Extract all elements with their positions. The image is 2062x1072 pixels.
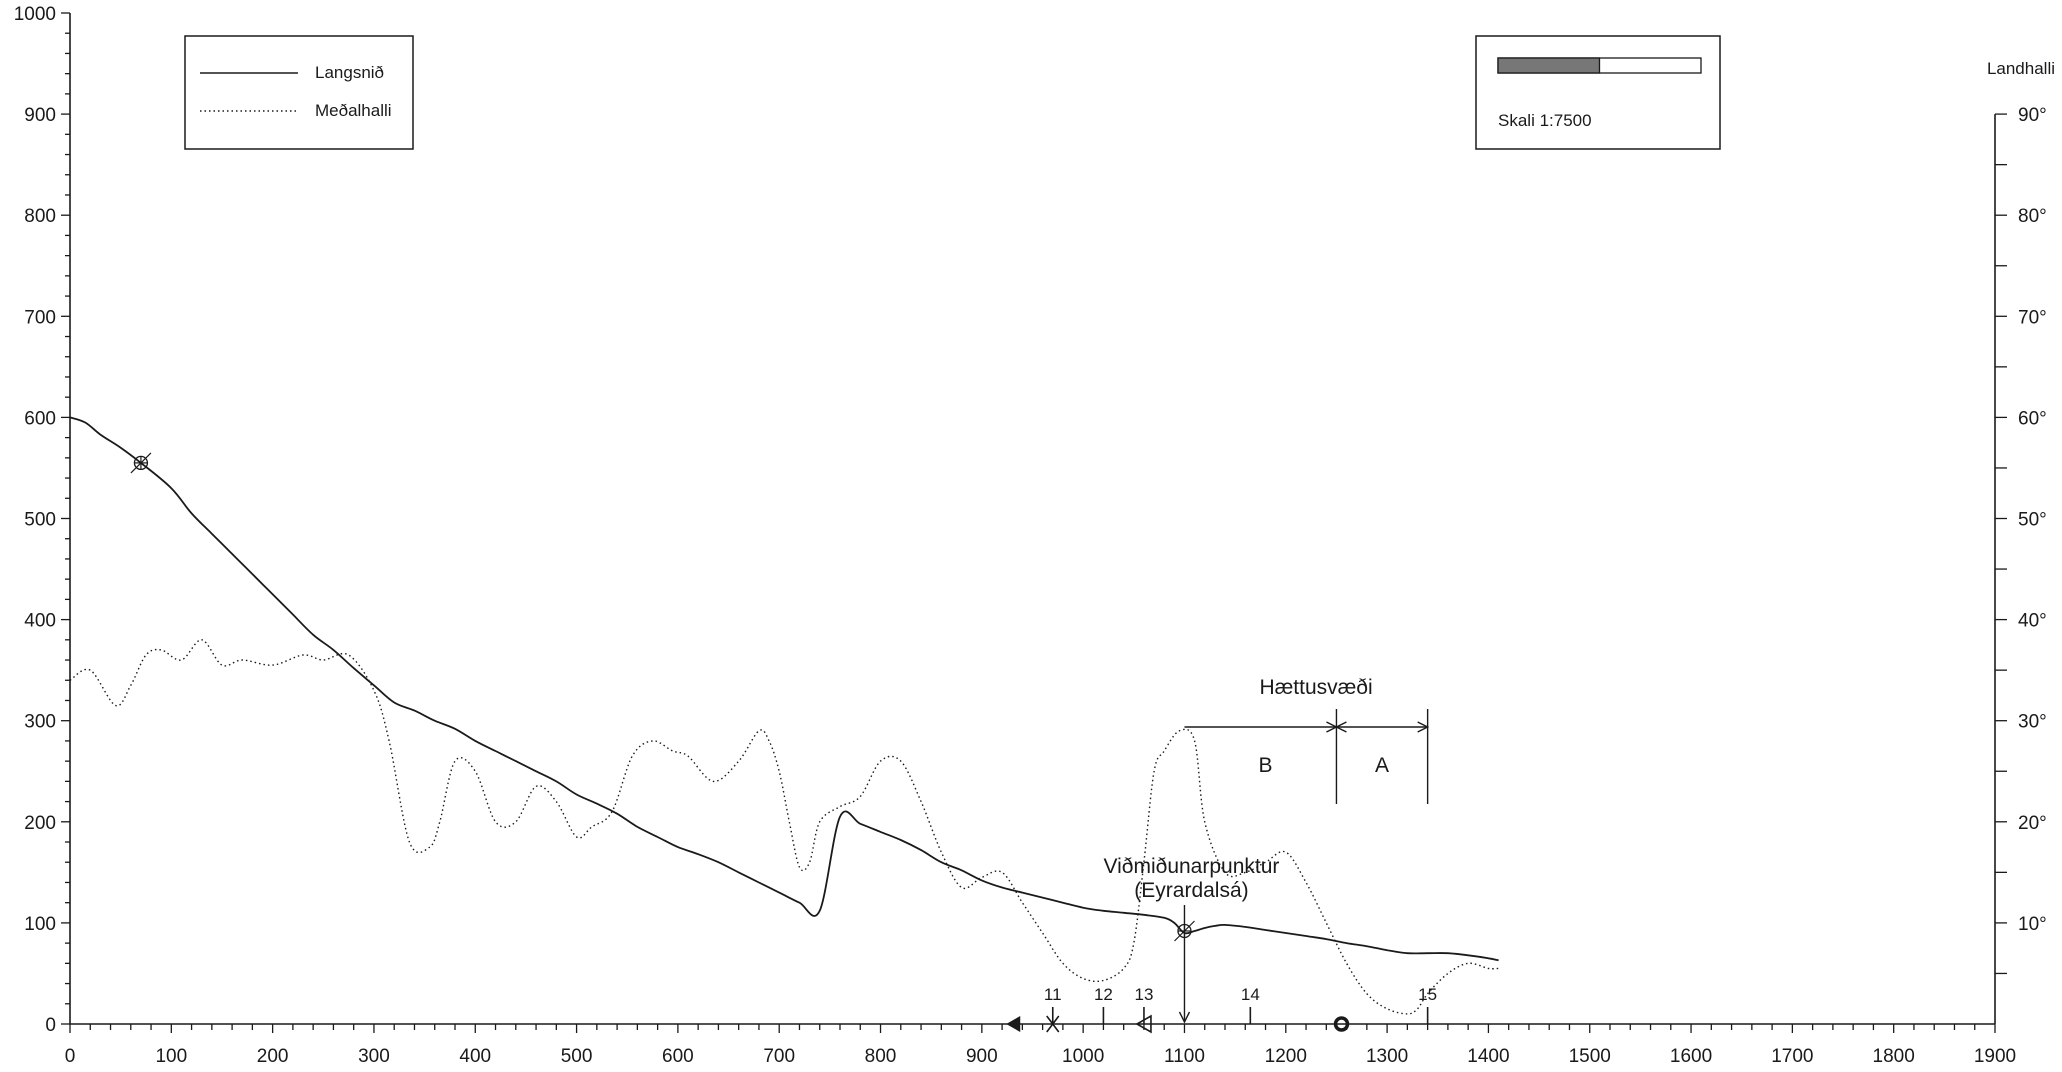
scale-box-frame — [1475, 35, 1721, 150]
hazard-zone-title: Hættusvæði — [1259, 676, 1372, 699]
station-label: 15 — [1418, 985, 1437, 1004]
y-right-tick-label: 50° — [2018, 510, 2047, 531]
ring-marker — [1333, 1016, 1350, 1032]
x-tick-label: 1600 — [1670, 1046, 1712, 1067]
x-tick-label: 1200 — [1265, 1046, 1307, 1067]
y-left-tick-label: 300 — [24, 712, 56, 733]
y-right-tick-label: 60° — [2018, 408, 2047, 429]
y-right-tick-label: 40° — [2018, 611, 2047, 632]
y-right-tick-label: 70° — [2018, 307, 2047, 328]
circle-cross-slash — [130, 452, 152, 474]
series-group — [69, 416, 1499, 1015]
x-tick-label: 100 — [155, 1046, 187, 1067]
scale-label: Skali 1:7500 — [1498, 111, 1592, 130]
y-right-tick-label: 90° — [2018, 105, 2047, 126]
y-left-tick-label: 700 — [24, 307, 56, 328]
x-tick-label: 200 — [257, 1046, 289, 1067]
reference-point: Viðmiðunarpunktur (Eyrardalsá) — [1104, 855, 1280, 1024]
x-marker — [1046, 1015, 1060, 1033]
y-left-axis-ticks: 0 100 200 300 400 500 600 700 800 900 1000 — [14, 4, 70, 1036]
axis-symbols — [1006, 1014, 1350, 1034]
reference-point-sublabel: (Eyrardalsá) — [1134, 879, 1248, 902]
y-right-tick-label: 20° — [2018, 813, 2047, 834]
series-line-langsnid — [69, 416, 1499, 962]
x-tick-label: 900 — [966, 1046, 998, 1067]
x-tick-label: 700 — [763, 1046, 795, 1067]
hazard-zone-label-a: A — [1375, 754, 1389, 777]
legend-box — [184, 35, 414, 150]
x-tick-label: 1400 — [1467, 1046, 1509, 1067]
series-line-medalhalli — [69, 639, 1499, 1015]
x-tick-label: 1700 — [1771, 1046, 1813, 1067]
axes: 0 100 200 300 400 500 600 700 800 900 1000 1100 1200… — [14, 4, 2055, 1067]
y-left-tick-label: 200 — [24, 813, 56, 834]
legend-label-medalhalli: Meðalhalli — [315, 101, 392, 120]
x-tick-label: 1000 — [1062, 1046, 1104, 1067]
circle-cross-slash — [1174, 920, 1195, 942]
y-left-tick-label: 600 — [24, 408, 56, 429]
x-axis-ticks: 0 100 200 300 400 500 600 700 800 900 1000 1100 1200… — [65, 1024, 2016, 1067]
reference-point-label: Viðmiðunarpunktur — [1104, 855, 1280, 878]
station-markers: 11 12 13 14 15 — [1044, 985, 1437, 1024]
y-left-tick-label: 800 — [24, 206, 56, 227]
scale-box: Skali 1:7500 — [1475, 35, 1721, 150]
y-right-tick-label: 30° — [2018, 712, 2047, 733]
x-tick-label: 800 — [865, 1046, 897, 1067]
y-left-tick-label: 500 — [24, 510, 56, 531]
y-left-tick-label: 100 — [24, 914, 56, 935]
y-left-tick-label: 1000 — [14, 4, 56, 25]
x-tick-label: 1800 — [1873, 1046, 1915, 1067]
hazard-arrow-a-left — [1334, 721, 1347, 733]
hazard-arrow-a-right — [1417, 721, 1430, 733]
y-left-tick-label: 400 — [24, 611, 56, 632]
annotations: Hættusvæði B A Viðmiðunarpunktur (Eyrard… — [130, 452, 1437, 1034]
station-label: 13 — [1134, 985, 1153, 1004]
scale-bar-fill — [1497, 57, 1601, 74]
x-tick-label: 1100 — [1164, 1046, 1205, 1067]
reference-point-arrow — [1178, 1011, 1191, 1024]
hazard-zone: Hættusvæði B A — [1184, 676, 1430, 804]
station-label: 14 — [1241, 985, 1260, 1004]
y-right-axis-label: Landhalli — [1987, 59, 2055, 78]
x-tick-label: 1500 — [1569, 1046, 1611, 1067]
y-left-tick-label: 900 — [24, 105, 56, 126]
y-right-tick-label: 10° — [2018, 914, 2047, 935]
hazard-zone-label-b: B — [1258, 754, 1272, 777]
y-right-tick-label: 80° — [2018, 206, 2047, 227]
legend-label-langsnid: Langsnið — [315, 63, 384, 82]
x-tick-label: 400 — [459, 1046, 491, 1067]
x-tick-label: 500 — [561, 1046, 593, 1067]
filled-triangle-marker — [1006, 1016, 1021, 1032]
y-right-axis-ticks: 10° 20° 30° 40° 50° 60° 70° 80° 90° — [1995, 105, 2047, 975]
station-label: 11 — [1044, 985, 1062, 1004]
open-triangle-marker — [1135, 1014, 1152, 1034]
y-left-tick-label: 0 — [45, 1015, 56, 1036]
x-tick-label: 1300 — [1366, 1046, 1408, 1067]
x-tick-label: 600 — [662, 1046, 694, 1067]
station-label: 12 — [1094, 985, 1113, 1004]
x-tick-label: 300 — [358, 1046, 390, 1067]
x-tick-label: 1900 — [1974, 1046, 2016, 1067]
x-tick-label: 0 — [65, 1046, 76, 1067]
circle-cross-markers — [130, 452, 1195, 942]
legend: Langsnið Meðalhalli — [184, 35, 414, 150]
